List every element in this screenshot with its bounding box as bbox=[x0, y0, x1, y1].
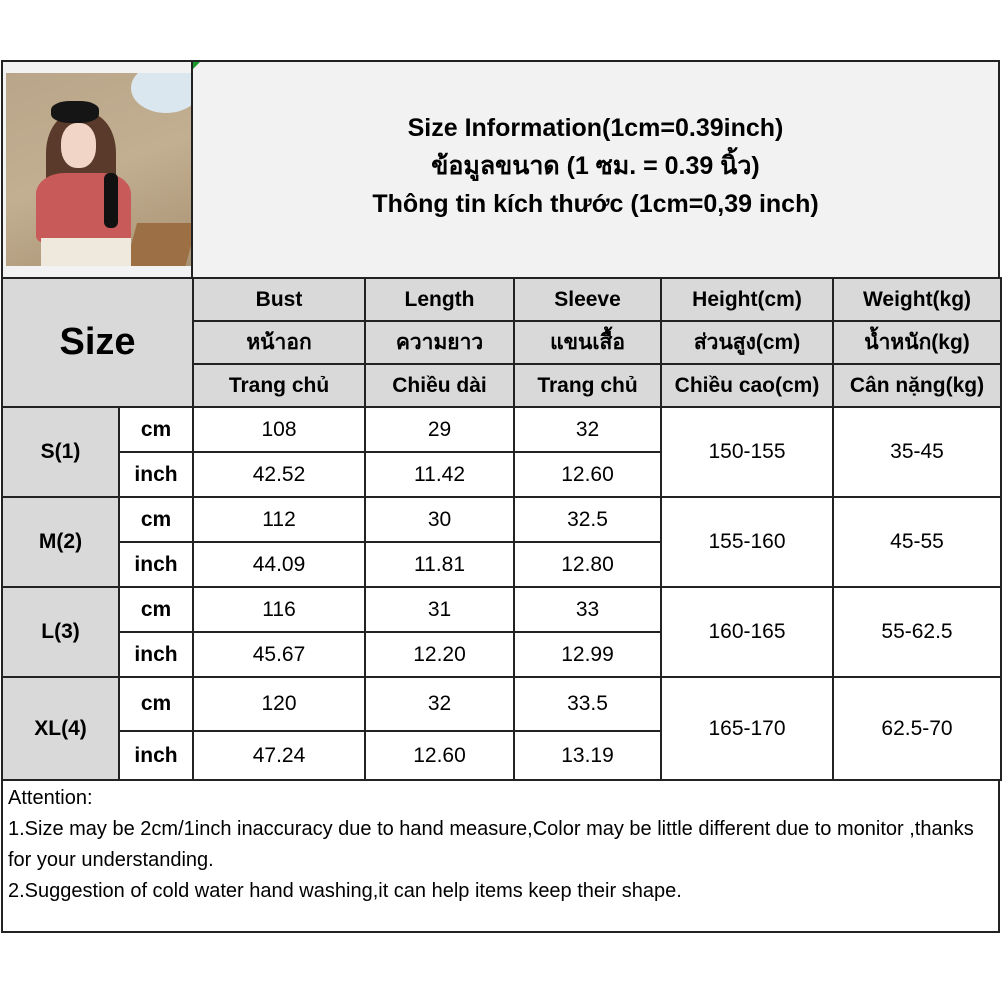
height-range: 150-155 bbox=[660, 406, 835, 498]
col-header: Sleeve bbox=[513, 277, 663, 322]
size-row-inch: inch 42.52 11.42 12.60 bbox=[2, 451, 1001, 498]
attention-line-2: 2.Suggestion of cold water hand washing,… bbox=[8, 880, 682, 902]
size-row-inch: inch 44.09 11.81 12.80 bbox=[2, 541, 1001, 588]
measure-cell: 116 bbox=[192, 586, 367, 633]
measure-cell: 32 bbox=[513, 406, 663, 453]
size-chart: Size Information(1cm=0.39inch) ข้อมูลขนา… bbox=[0, 60, 1002, 933]
attention-line-1: 1.Size may be 2cm/1inch inaccuracy due t… bbox=[8, 818, 974, 871]
measure-cell: 11.42 bbox=[364, 451, 516, 498]
measure-cell: 29 bbox=[364, 406, 516, 453]
col-header: Chiều dài bbox=[364, 363, 516, 408]
measure-cell: 45.67 bbox=[192, 631, 367, 678]
size-label: S(1) bbox=[1, 406, 120, 498]
header-row-en: Size Bust Length Sleeve Height(cm) Weigh… bbox=[0, 277, 1002, 408]
product-photo-cell bbox=[3, 62, 193, 277]
measure-cell: 33 bbox=[513, 586, 663, 633]
title-vi: Thông tin kích thước (1cm=0,39 inch) bbox=[372, 189, 819, 218]
header-row-vi: Trang chủ Chiều dài Trang chủ Chiều cao(… bbox=[2, 363, 1002, 408]
size-row-inch: inch 45.67 12.20 12.99 bbox=[2, 631, 1001, 678]
size-table: Size Bust Length Sleeve Height(cm) Weigh… bbox=[0, 277, 1002, 781]
header-row-th: หน้าอก ความยาว แขนเสื้อ ส่วนสูง(cm) น้ำห… bbox=[2, 320, 1002, 365]
size-label: M(2) bbox=[1, 496, 120, 588]
measure-cell: 30 bbox=[364, 496, 516, 543]
height-range: 160-165 bbox=[660, 586, 835, 678]
measure-cell: 13.19 bbox=[513, 730, 663, 781]
size-row-cm: S(1) cm 108 29 32 150-155 35-45 bbox=[1, 406, 1002, 498]
measure-cell: 112 bbox=[192, 496, 367, 543]
measure-cell: 32.5 bbox=[513, 496, 663, 543]
col-header: Trang chủ bbox=[192, 363, 367, 408]
col-header: Length bbox=[364, 277, 516, 322]
size-row-cm: M(2) cm 112 30 32.5 155-160 45-55 bbox=[1, 496, 1002, 588]
product-photo bbox=[6, 73, 191, 266]
unit-label: inch bbox=[117, 730, 195, 781]
col-header: Weight(kg) bbox=[832, 277, 1002, 322]
unit-label: inch bbox=[117, 451, 195, 498]
measure-cell: 31 bbox=[364, 586, 516, 633]
col-header: น้ำหนัก(kg) bbox=[832, 320, 1002, 365]
weight-range: 55-62.5 bbox=[832, 586, 1002, 678]
attention-notes: Attention: 1.Size may be 2cm/1inch inacc… bbox=[1, 781, 1000, 933]
height-range: 165-170 bbox=[660, 676, 835, 781]
size-row-cm: L(3) cm 116 31 33 160-165 55-62.5 bbox=[1, 586, 1002, 678]
measure-cell: 44.09 bbox=[192, 541, 367, 588]
size-label: XL(4) bbox=[1, 676, 120, 781]
col-header: Cân nặng(kg) bbox=[832, 363, 1002, 408]
unit-label: cm bbox=[117, 676, 195, 732]
col-header: หน้าอก bbox=[192, 320, 367, 365]
col-header: Trang chủ bbox=[513, 363, 663, 408]
measure-cell: 12.20 bbox=[364, 631, 516, 678]
measure-cell: 33.5 bbox=[513, 676, 663, 732]
height-range: 155-160 bbox=[660, 496, 835, 588]
unit-label: inch bbox=[117, 541, 195, 588]
title-cell: Size Information(1cm=0.39inch) ข้อมูลขนา… bbox=[193, 62, 998, 277]
cell-marker-icon bbox=[193, 62, 200, 69]
weight-range: 62.5-70 bbox=[832, 676, 1002, 781]
measure-cell: 12.60 bbox=[513, 451, 663, 498]
col-header: Height(cm) bbox=[660, 277, 835, 322]
col-header: ส่วนสูง(cm) bbox=[660, 320, 835, 365]
col-header: Bust bbox=[192, 277, 367, 322]
size-header: Size bbox=[0, 277, 195, 408]
col-header: แขนเสื้อ bbox=[513, 320, 663, 365]
size-row-cm: XL(4) cm 120 32 33.5 165-170 62.5-70 bbox=[1, 676, 1002, 781]
col-header: ความยาว bbox=[364, 320, 516, 365]
attention-heading: Attention: bbox=[8, 787, 93, 809]
unit-label: inch bbox=[117, 631, 195, 678]
measure-cell: 12.99 bbox=[513, 631, 663, 678]
unit-label: cm bbox=[117, 586, 195, 633]
unit-label: cm bbox=[117, 406, 195, 453]
size-label: L(3) bbox=[1, 586, 120, 678]
measure-cell: 32 bbox=[364, 676, 516, 732]
measure-cell: 11.81 bbox=[364, 541, 516, 588]
title-en: Size Information(1cm=0.39inch) bbox=[407, 113, 784, 142]
col-header: Chiều cao(cm) bbox=[660, 363, 835, 408]
weight-range: 35-45 bbox=[832, 406, 1002, 498]
measure-cell: 42.52 bbox=[192, 451, 367, 498]
measure-cell: 12.80 bbox=[513, 541, 663, 588]
title-th: ข้อมูลขนาด (1 ซม. = 0.39 นิ้ว) bbox=[431, 151, 760, 180]
unit-label: cm bbox=[117, 496, 195, 543]
size-row-inch: inch 47.24 12.60 13.19 bbox=[2, 730, 1001, 781]
measure-cell: 47.24 bbox=[192, 730, 367, 781]
weight-range: 45-55 bbox=[832, 496, 1002, 588]
measure-cell: 12.60 bbox=[364, 730, 516, 781]
measure-cell: 120 bbox=[192, 676, 367, 732]
chart-header: Size Information(1cm=0.39inch) ข้อมูลขนา… bbox=[1, 60, 1000, 277]
measure-cell: 108 bbox=[192, 406, 367, 453]
